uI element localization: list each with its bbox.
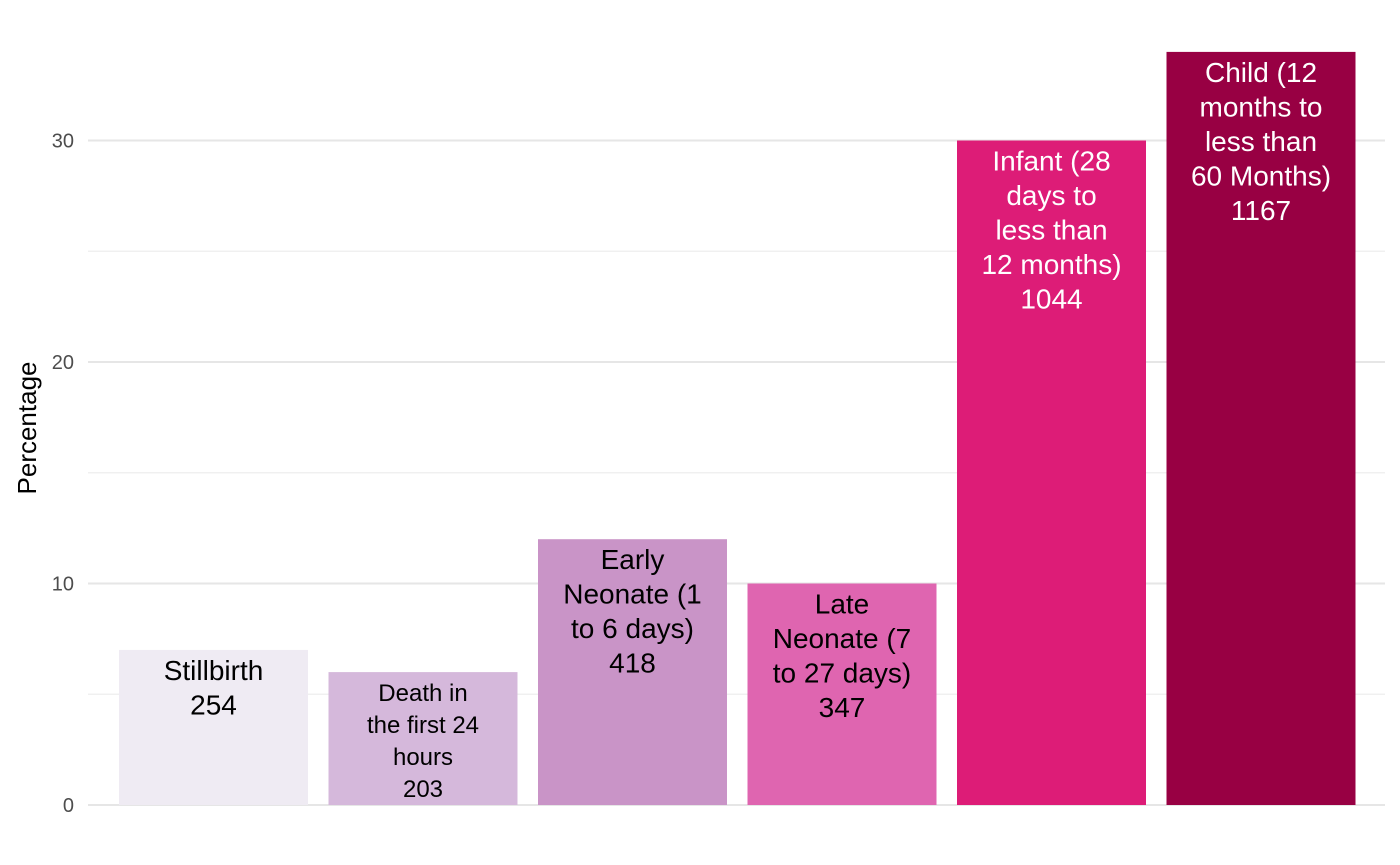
bar-label-line: days to — [1006, 180, 1096, 211]
bar-label-line: Child (12 — [1205, 57, 1317, 88]
y-tick-label: 10 — [52, 574, 74, 596]
bar-data-label: Infant (28 days to less than 12 months) 1044 — [981, 146, 1121, 315]
y-tick-label: 0 — [63, 795, 74, 817]
bar — [538, 539, 727, 805]
bar-label-line: less than — [1205, 126, 1317, 157]
y-axis-ticks: 0 10 20 30 — [52, 131, 74, 818]
y-axis-title: Percentage — [12, 362, 42, 495]
bar-label-line: the first 24 — [367, 712, 479, 739]
bar — [747, 583, 937, 805]
bar-data-label: Late Neonate (7 to 27 days) 347 — [773, 589, 912, 724]
bar-label-line: 254 — [190, 689, 237, 720]
bar — [957, 140, 1146, 805]
bar-label-line: Neonate (7 — [773, 623, 912, 654]
bar-label-line: Neonate (1 — [563, 579, 702, 610]
bar-label-line: 1044 — [1020, 284, 1082, 315]
bar-label-line: months to — [1200, 91, 1323, 122]
y-tick-label: 20 — [52, 352, 74, 374]
bar-label-line: 418 — [609, 648, 656, 679]
bar-label-line: 60 Months) — [1191, 160, 1331, 191]
bar-label-line: 12 months) — [981, 249, 1121, 280]
bar-data-label: Death in the first 24 hours 203 — [367, 680, 479, 803]
bar-label-line: Infant (28 — [992, 146, 1110, 177]
bar-label-line: hours — [393, 744, 453, 771]
bar-data-label: Early Neonate (1 to 6 days) 418 — [563, 544, 702, 679]
bar-label-line: to 6 days) — [571, 613, 694, 644]
bar-label-line: 1167 — [1231, 195, 1291, 226]
bar-label-line: Stillbirth — [164, 655, 264, 686]
bar-label-line: to 27 days) — [773, 658, 912, 689]
bar-label-line: Late — [815, 589, 870, 620]
bar-label-line: 347 — [819, 692, 866, 723]
bar-label-line: Early — [601, 544, 665, 575]
bar-label-line: less than — [995, 215, 1107, 246]
bar-data-label: Stillbirth 254 — [164, 655, 264, 721]
bars: Stillbirth 254 Death in the first 24 hours 20… — [119, 51, 1356, 805]
bar — [119, 649, 308, 805]
bar-label-line: Death in — [378, 680, 467, 707]
bar-data-label: Child (12 months to less than 60 Months) 116… — [1191, 57, 1331, 226]
bar-label-line: 203 — [403, 776, 443, 803]
bar — [328, 672, 518, 805]
y-tick-label: 30 — [52, 131, 74, 153]
bar — [1166, 51, 1356, 805]
